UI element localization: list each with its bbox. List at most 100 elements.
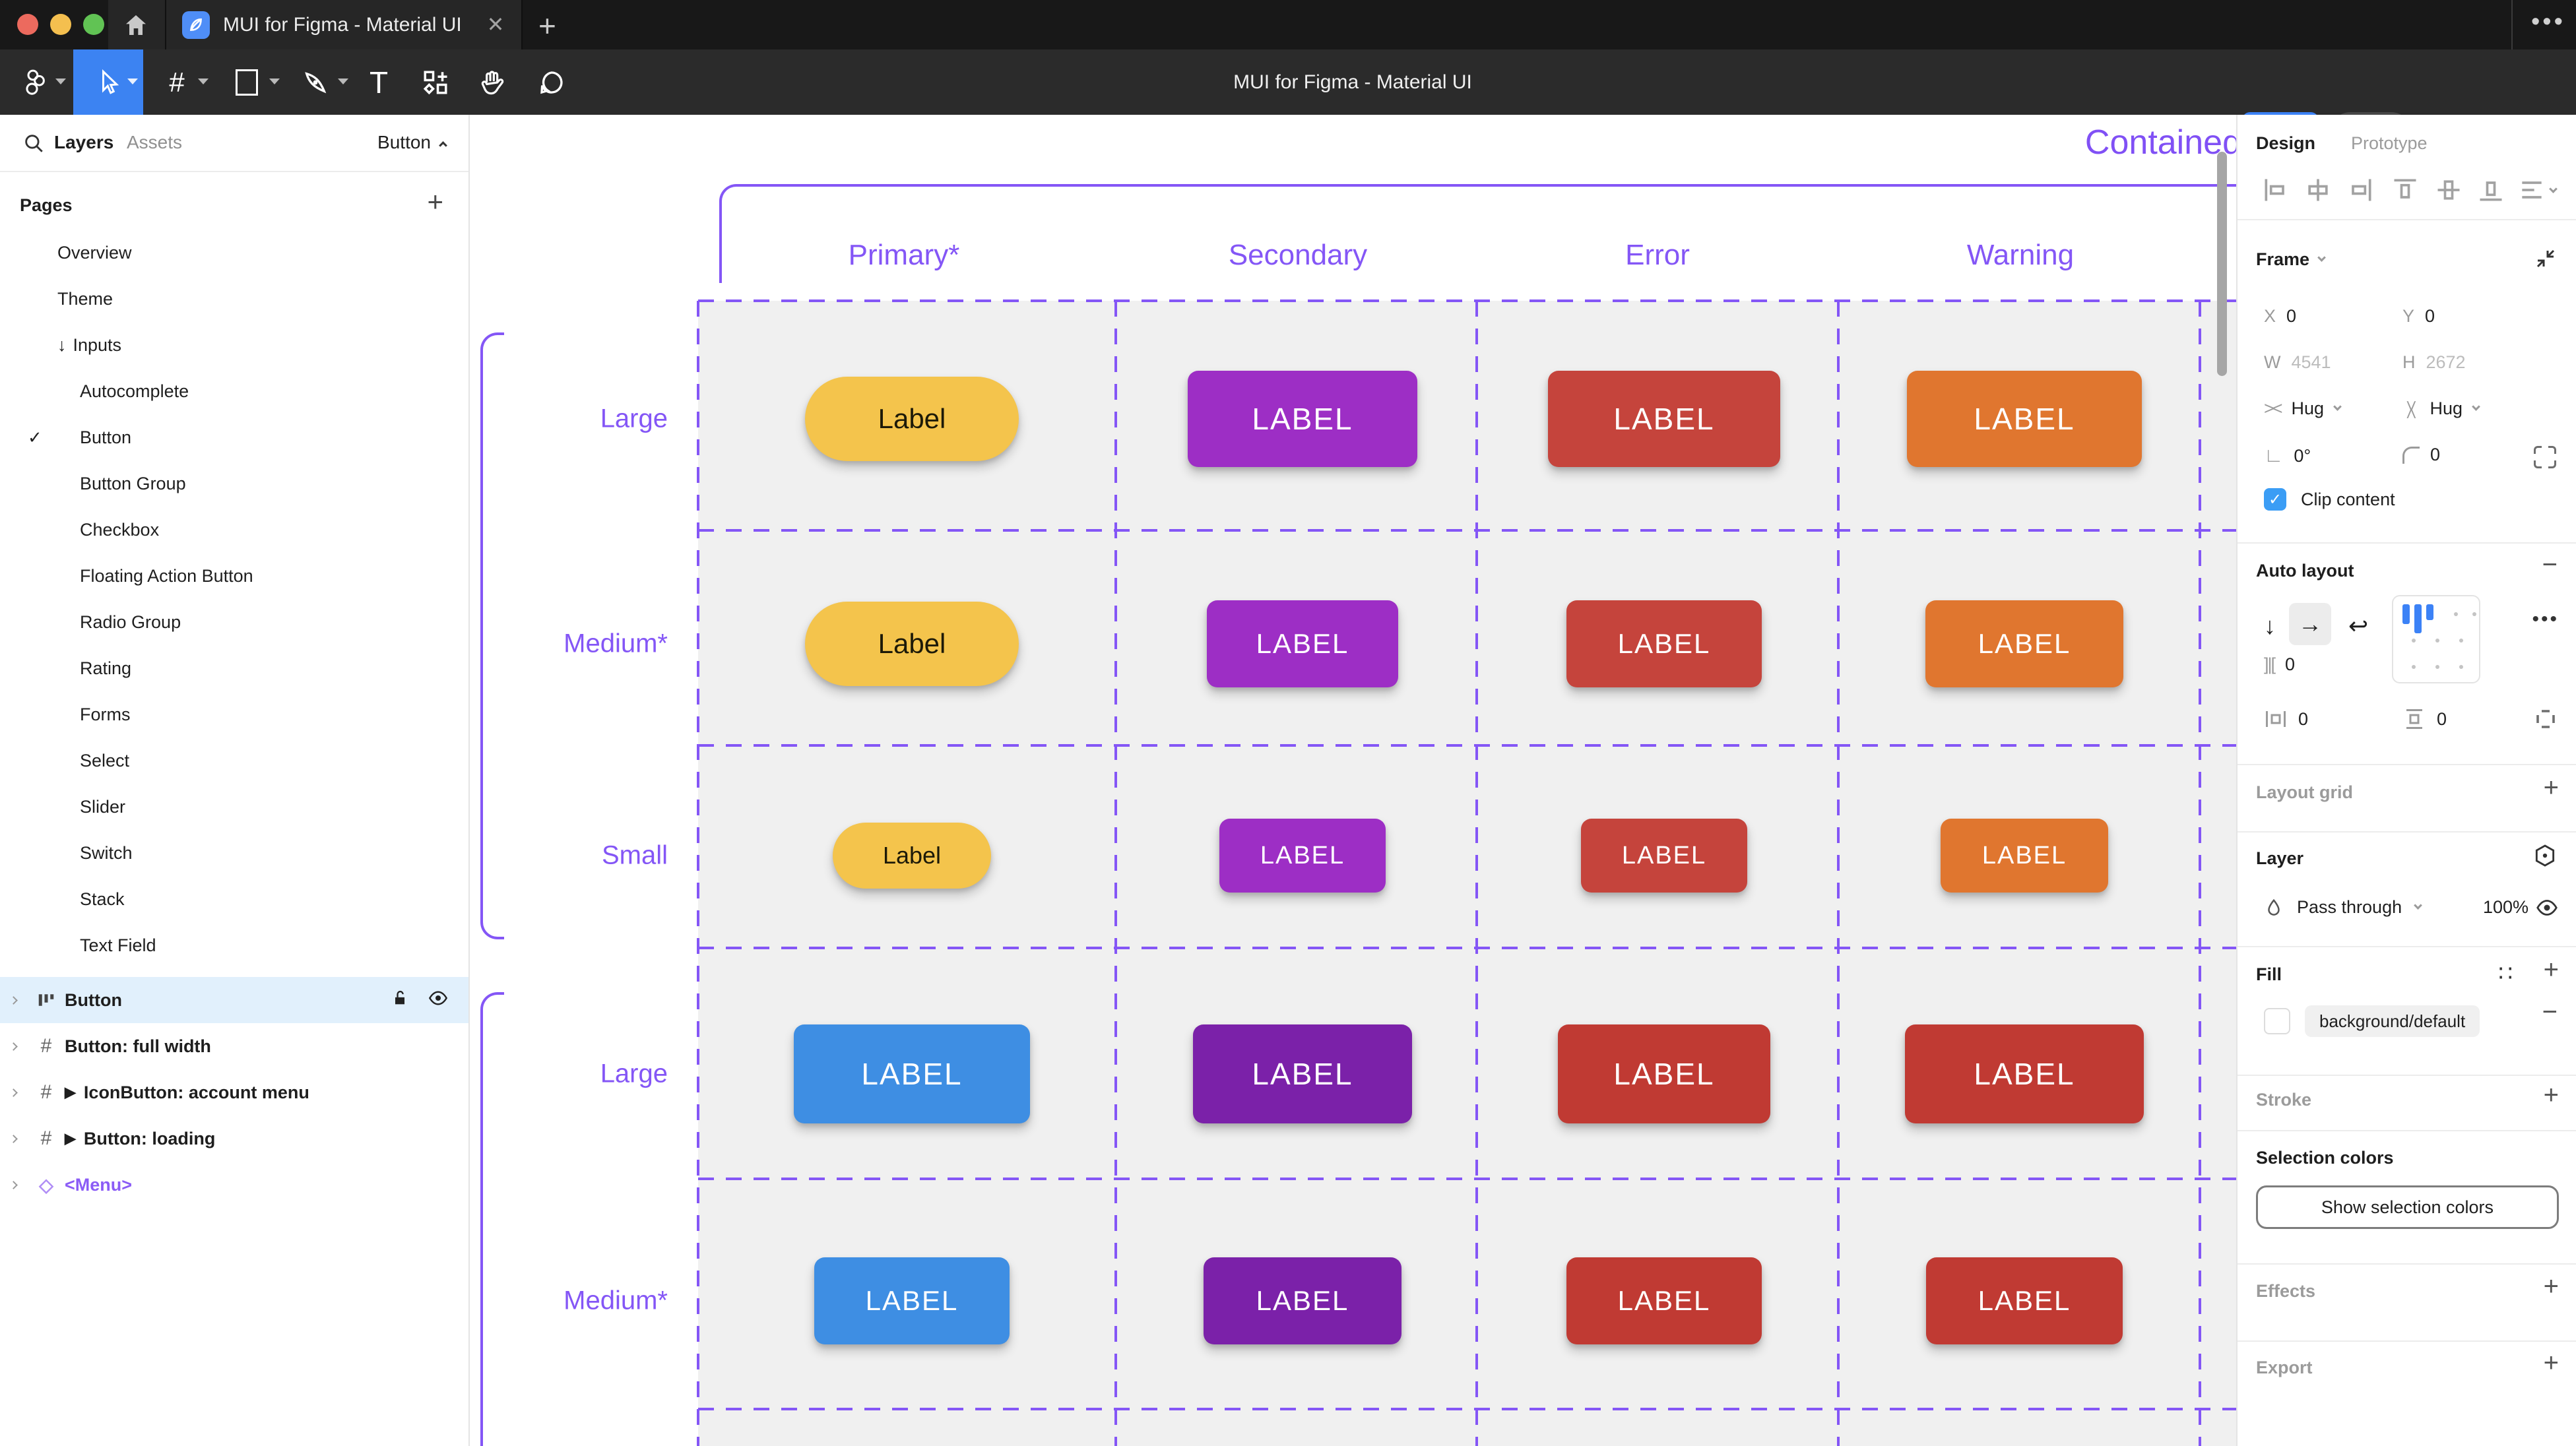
- comment-tool-button[interactable]: [532, 49, 571, 115]
- sidebar-page-slider[interactable]: Slider: [0, 784, 468, 830]
- mui-button-medium-4[interactable]: LABEL: [1926, 1257, 2123, 1344]
- fill-token-chip[interactable]: background/default: [2305, 1005, 2480, 1037]
- hug-vertical-select[interactable]: >< Hug: [2401, 398, 2480, 419]
- sidebar-page-button-group[interactable]: Button Group: [0, 460, 468, 507]
- corner-radius-field[interactable]: 0: [2402, 445, 2440, 465]
- mui-button-large-2[interactable]: LABEL: [1193, 1024, 1412, 1123]
- auto-layout-more-icon[interactable]: •••: [2532, 608, 2559, 630]
- frame-tool-chevron-icon[interactable]: [198, 79, 209, 84]
- component-hexagon-icon[interactable]: [2532, 843, 2558, 868]
- layer-row--menu-[interactable]: ◇ <Menu>: [0, 1162, 468, 1208]
- sidebar-page-text-field[interactable]: Text Field: [0, 922, 468, 968]
- auto-layout-alignment-pad[interactable]: [2392, 595, 2480, 683]
- mui-button-medium-4[interactable]: LABEL: [1925, 600, 2123, 687]
- sidebar-page-forms[interactable]: Forms: [0, 691, 468, 738]
- add-effect-button[interactable]: +: [2543, 1272, 2559, 1301]
- mui-button-small-4[interactable]: LABEL: [1941, 819, 2108, 893]
- auto-layout-wrap[interactable]: ↩: [2348, 612, 2369, 639]
- mui-button-medium-1[interactable]: Label: [805, 602, 1019, 686]
- mui-button-small-3[interactable]: LABEL: [1581, 819, 1747, 893]
- pen-tool-button[interactable]: [296, 49, 335, 115]
- mui-button-large-1[interactable]: Label: [805, 377, 1019, 461]
- new-tab-button[interactable]: +: [538, 9, 556, 43]
- sidebar-page-checkbox[interactable]: Checkbox: [0, 507, 468, 553]
- eye-icon[interactable]: [2535, 896, 2559, 920]
- vertical-padding-field[interactable]: 0: [2402, 707, 2447, 731]
- page-selector[interactable]: Button: [377, 132, 447, 153]
- mui-button-small-1[interactable]: Label: [833, 823, 991, 889]
- align-left-icon[interactable]: [2261, 175, 2290, 204]
- mui-button-medium-2[interactable]: LABEL: [1207, 600, 1398, 687]
- layer-row-button[interactable]: Button: [0, 977, 468, 1023]
- mui-button-small-2[interactable]: LABEL: [1219, 819, 1386, 893]
- layer-row-button-loading[interactable]: # ▶ Button: loading: [0, 1116, 468, 1162]
- fill-color-swatch[interactable]: [2264, 1008, 2290, 1034]
- tab-close-icon[interactable]: ✕: [486, 13, 505, 36]
- sidebar-page-button[interactable]: ✓ Button: [0, 414, 468, 460]
- remove-fill-button[interactable]: −: [2542, 997, 2558, 1026]
- text-tool-button[interactable]: T: [369, 65, 389, 100]
- window-more-icon[interactable]: •••: [2531, 8, 2565, 36]
- align-v-center-icon[interactable]: [2434, 175, 2463, 204]
- sidebar-page-rating[interactable]: Rating: [0, 645, 468, 691]
- sidebar-page-theme[interactable]: Theme: [0, 276, 468, 322]
- add-stroke-button[interactable]: +: [2543, 1081, 2559, 1110]
- canvas-scrollbar[interactable]: [2217, 152, 2227, 376]
- clip-content-checkbox[interactable]: ✓ Clip content: [2264, 488, 2395, 511]
- layer-row-iconbutton-account-menu[interactable]: # ▶ IconButton: account menu: [0, 1069, 468, 1116]
- canvas[interactable]: Contained Primary* Secondary Error Warning …: [470, 115, 2236, 1446]
- mui-button-medium-3[interactable]: LABEL: [1566, 1257, 1762, 1344]
- chevron-right-icon[interactable]: [9, 1088, 18, 1097]
- traffic-minimize-button[interactable]: [50, 14, 71, 35]
- traffic-close-button[interactable]: [17, 14, 38, 35]
- frame-section-header[interactable]: Frame: [2256, 249, 2326, 270]
- sidebar-page-inputs[interactable]: ↓ Inputs: [0, 322, 468, 368]
- lock-open-icon[interactable]: [391, 989, 409, 1012]
- distribute-chevron-icon[interactable]: [2549, 185, 2558, 193]
- sidebar-page-floating-action-button[interactable]: Floating Action Button: [0, 553, 468, 599]
- collapse-icon[interactable]: [2534, 247, 2558, 270]
- add-page-button[interactable]: +: [427, 186, 443, 217]
- search-icon[interactable]: [22, 132, 45, 154]
- mui-button-large-2[interactable]: LABEL: [1188, 371, 1417, 467]
- show-selection-colors-button[interactable]: Show selection colors: [2256, 1185, 2559, 1229]
- mui-button-large-3[interactable]: LABEL: [1548, 371, 1780, 467]
- align-right-icon[interactable]: [2346, 175, 2375, 204]
- mui-button-medium-3[interactable]: LABEL: [1566, 600, 1762, 687]
- chevron-right-icon[interactable]: [9, 1180, 18, 1189]
- sidebar-page-switch[interactable]: Switch: [0, 830, 468, 876]
- move-tool-chevron-icon[interactable]: [127, 79, 138, 84]
- eye-icon[interactable]: [428, 988, 449, 1013]
- layer-row-button-full-width[interactable]: # Button: full width: [0, 1023, 468, 1069]
- figma-menu-button[interactable]: [18, 49, 53, 115]
- tab-layers[interactable]: Layers: [54, 132, 114, 152]
- home-tab[interactable]: [108, 0, 165, 49]
- mui-button-medium-1[interactable]: LABEL: [814, 1257, 1010, 1344]
- auto-layout-direction-right[interactable]: →: [2289, 603, 2331, 645]
- align-h-center-icon[interactable]: [2303, 175, 2333, 204]
- sidebar-page-stack[interactable]: Stack: [0, 876, 468, 922]
- horizontal-padding-field[interactable]: 0: [2264, 707, 2308, 731]
- mui-button-large-3[interactable]: LABEL: [1558, 1024, 1770, 1123]
- mui-button-large-1[interactable]: LABEL: [794, 1024, 1030, 1123]
- mui-button-large-4[interactable]: LABEL: [1907, 371, 2142, 467]
- file-tab[interactable]: [166, 0, 521, 49]
- remove-auto-layout-button[interactable]: −: [2542, 550, 2558, 579]
- shape-tool-chevron-icon[interactable]: [269, 79, 280, 84]
- mui-button-medium-2[interactable]: LABEL: [1204, 1257, 1401, 1344]
- pen-tool-chevron-icon[interactable]: [338, 79, 348, 84]
- sidebar-page-overview[interactable]: Overview: [0, 230, 468, 276]
- move-tool-button[interactable]: [73, 49, 143, 115]
- auto-layout-direction-down[interactable]: ↓: [2264, 612, 2276, 639]
- individual-padding-icon[interactable]: [2534, 707, 2558, 731]
- sidebar-page-select[interactable]: Select: [0, 738, 468, 784]
- sidebar-page-autocomplete[interactable]: Autocomplete: [0, 368, 468, 414]
- height-field[interactable]: H 2672: [2402, 352, 2466, 372]
- resources-tool-button[interactable]: [416, 49, 455, 115]
- frame-name-label[interactable]: Contained: [2084, 123, 2236, 162]
- distribute-icon[interactable]: [2517, 175, 2546, 204]
- add-export-button[interactable]: +: [2543, 1348, 2559, 1377]
- hug-horizontal-select[interactable]: >< Hug: [2264, 398, 2342, 419]
